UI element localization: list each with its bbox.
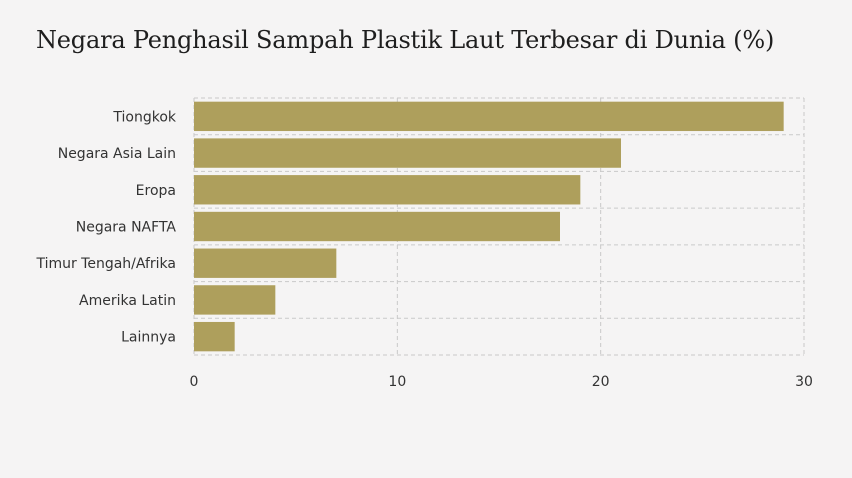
x-tick-label: 10 [388, 374, 406, 390]
x-tick-label: 30 [795, 374, 813, 390]
bar[interactable] [194, 138, 621, 168]
bar[interactable] [194, 211, 560, 242]
category-label: Negara Asia Lain [58, 146, 176, 162]
category-label: Lainnya [121, 330, 176, 346]
x-tick-label: 0 [190, 374, 199, 390]
x-tick-label: 20 [592, 374, 610, 390]
category-label: Tiongkok [112, 109, 177, 125]
bar[interactable] [194, 101, 784, 132]
category-label: Amerika Latin [79, 293, 176, 309]
bar[interactable] [194, 175, 581, 205]
bars [194, 101, 784, 352]
category-label: Eropa [136, 183, 176, 199]
bar[interactable] [194, 248, 337, 278]
x-axis-ticks: 0 10 20 30 [190, 374, 813, 390]
bar[interactable] [194, 321, 235, 352]
category-labels: Tiongkok Negara Asia Lain Eropa Negara NAFT… [35, 109, 176, 345]
bar[interactable] [194, 285, 276, 315]
category-label: Negara NAFTA [76, 220, 177, 236]
category-label: Timur Tengah/Afrika [35, 256, 176, 272]
chart-title: Negara Penghasil Sampah Plastik Laut Ter… [36, 26, 775, 54]
